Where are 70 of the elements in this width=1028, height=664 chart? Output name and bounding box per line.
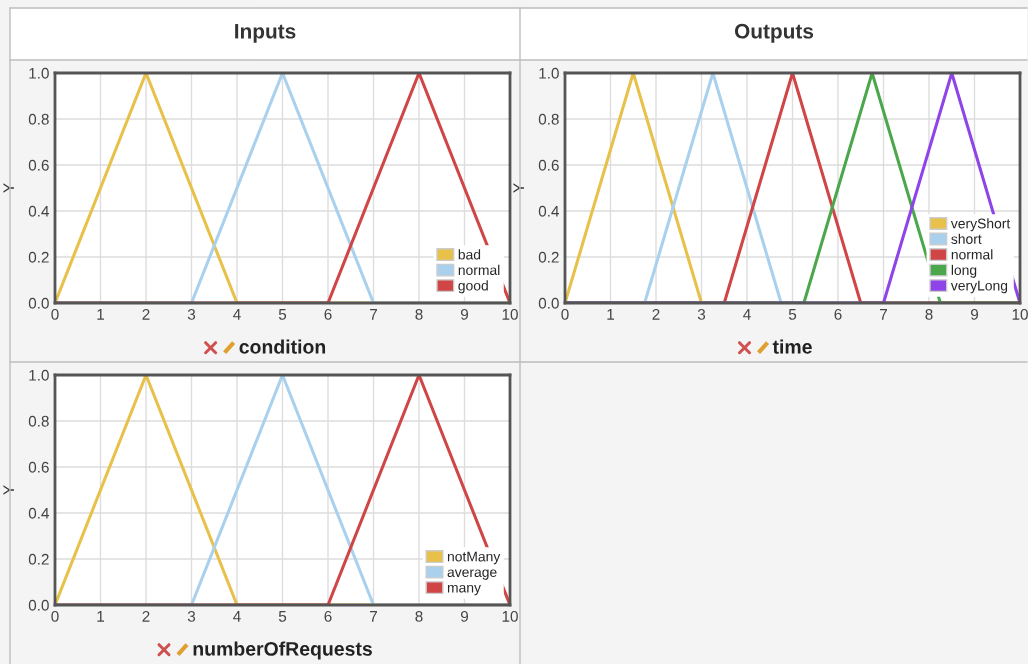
x-tick-label: 4 — [233, 611, 241, 622]
x-tick-label: 1 — [97, 611, 104, 622]
x-tick-label: 6 — [324, 308, 332, 320]
x-tick-label: 4 — [743, 309, 751, 320]
x-tick-label: 5 — [278, 309, 287, 320]
y-tick-label: 0.0 — [28, 297, 49, 309]
x-tick-label: 8 — [415, 610, 423, 622]
x-tick-label: 3 — [697, 308, 706, 320]
x-tick-label: 1 — [97, 309, 104, 320]
x-tick-label: 9 — [970, 308, 979, 320]
x-tick-label: 9 — [460, 308, 469, 320]
x-tick-label: 9 — [460, 610, 469, 622]
y-tick-label: 0.2 — [28, 251, 49, 263]
x-tick-label: 3 — [187, 308, 196, 320]
x-tick-label: 5 — [788, 309, 797, 320]
x-tick-label: 1 — [607, 309, 614, 320]
x-tick-label: 0 — [51, 308, 59, 320]
x-tick-label: 2 — [142, 308, 150, 320]
y-tick-label: 0.8 — [28, 415, 49, 427]
y-tick-label: 0.6 — [28, 461, 49, 473]
legend-label: long — [951, 264, 977, 278]
x-tick-label: 2 — [652, 308, 660, 320]
legend-label: many — [447, 584, 481, 596]
y-axis-title: Y — [3, 485, 14, 495]
y-tick-label: 0.4 — [28, 507, 49, 519]
y-axis-title: Y — [513, 183, 524, 193]
y-tick-label: 0.2 — [538, 251, 559, 263]
x-tick-label: 6 — [834, 308, 842, 320]
y-tick-label: 0.8 — [538, 113, 559, 125]
x-tick-label: 7 — [370, 309, 377, 320]
x-tick-label: 7 — [370, 611, 377, 622]
y-tick-label: 0.0 — [538, 297, 559, 309]
x-tick-label: 6 — [324, 610, 332, 622]
x-tick-label: 10 — [502, 308, 518, 320]
y-tick-label: 1.0 — [29, 369, 49, 381]
x-tick-label: 2 — [142, 610, 150, 622]
legend-label: average — [447, 569, 497, 580]
x-tick-label: 8 — [415, 308, 423, 320]
x-tick-label: 3 — [187, 610, 196, 622]
y-axis-title: Y — [3, 183, 14, 193]
x-tick-label: 10 — [502, 610, 518, 622]
chart-title: Outputs — [734, 23, 814, 43]
legend-label: veryShort — [950, 218, 1011, 232]
legend-label: veryLong — [950, 280, 1008, 294]
x-tick-label: 8 — [925, 308, 933, 320]
chart-title: Inputs — [235, 24, 296, 43]
y-tick-label: 0.4 — [538, 205, 559, 217]
y-tick-label: 1.0 — [539, 67, 559, 79]
legend-label: notMany — [447, 551, 501, 565]
y-tick-label: 0.4 — [28, 205, 49, 217]
x-tick-label: 4 — [233, 309, 241, 320]
y-tick-label: 0.6 — [538, 159, 559, 171]
x-tick-label: 0 — [561, 308, 569, 320]
legend-label: bad — [458, 249, 481, 260]
x-tick-label: 7 — [880, 309, 887, 320]
legend-label: normal — [458, 264, 500, 276]
legend-label: normal — [951, 249, 993, 260]
x-axis-title: condition — [239, 339, 326, 354]
y-tick-label: 1.0 — [29, 67, 49, 79]
legend-label: short — [951, 233, 982, 244]
y-tick-label: 0.8 — [28, 113, 49, 125]
y-tick-label: 0.2 — [28, 553, 49, 565]
x-axis-title: numberOfRequests — [193, 641, 372, 660]
x-tick-label: 10 — [1012, 308, 1028, 320]
y-tick-label: 0.6 — [28, 159, 49, 171]
y-tick-label: 0.0 — [28, 599, 49, 611]
legend-label: good — [458, 280, 488, 294]
x-axis-title: time — [772, 339, 812, 354]
x-tick-label: 5 — [278, 611, 287, 622]
x-tick-label: 0 — [51, 610, 59, 622]
